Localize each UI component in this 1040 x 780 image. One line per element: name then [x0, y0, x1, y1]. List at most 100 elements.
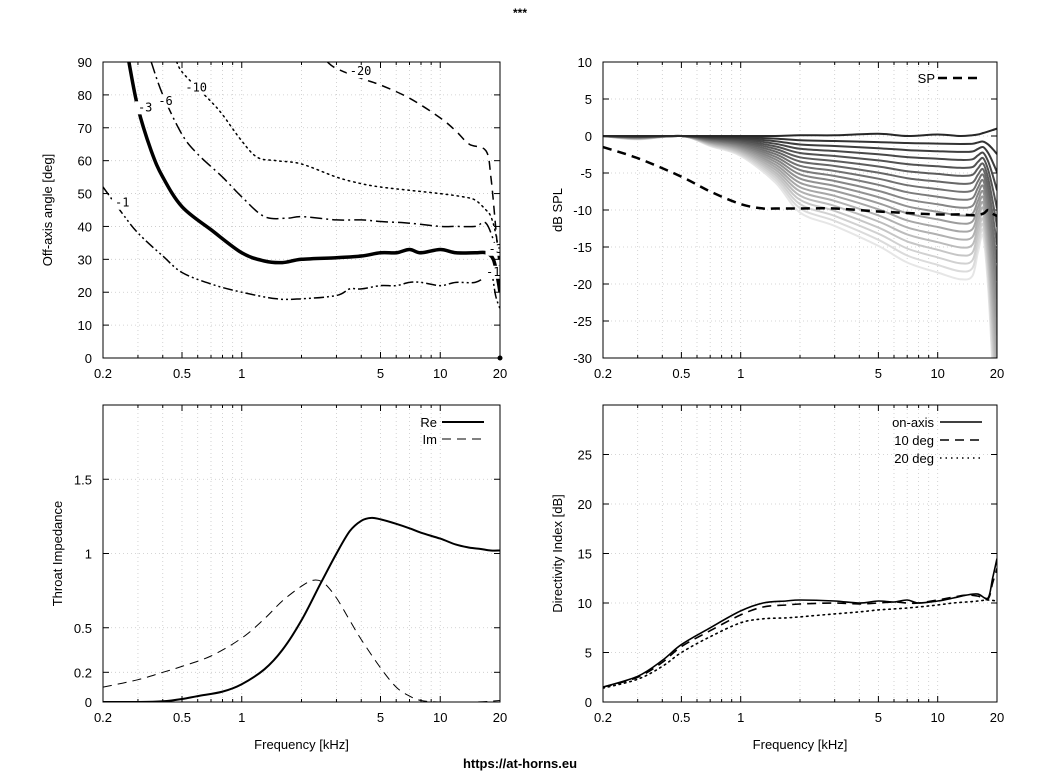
y-axis-label: Off-axis angle [deg]	[40, 154, 55, 267]
series-line-SP	[603, 145, 997, 218]
y-tick-label: 5	[585, 646, 592, 661]
contour-label-bg	[482, 265, 500, 279]
y-tick-label: 0	[85, 351, 92, 366]
contour-label-bg	[346, 65, 374, 79]
polar-response-plot: 0.2 0.5 1 5 10 20 -30 -25 -20 -15 -10 -5 0 5 10 dB SPL S…	[550, 55, 1004, 381]
plot-frame	[102, 404, 501, 703]
contour-label-bg	[112, 196, 132, 210]
y-axis-label: Directivity Index [dB]	[550, 494, 565, 613]
legend: on-axis 10 deg 20 deg	[892, 415, 982, 466]
contour-label: -6	[158, 94, 172, 108]
contour-label-bg	[155, 94, 175, 108]
grid	[603, 405, 997, 702]
polar-curve	[603, 134, 997, 358]
y-tick-label: 90	[78, 55, 92, 70]
series-line--10	[175, 62, 500, 261]
y-tick-label: 5	[585, 92, 592, 107]
contour-label: -10	[185, 81, 207, 95]
y-tick-label: 20	[78, 285, 92, 300]
x-tick-label: 20	[493, 366, 507, 381]
x-tick-label: 5	[377, 366, 384, 381]
x-tick-label: 10	[930, 710, 944, 725]
y-tick-label: 1	[85, 547, 92, 562]
x-tick-label: 0.5	[173, 366, 191, 381]
x-tick-label: 0.5	[173, 710, 191, 725]
x-tick-label: 1	[737, 710, 744, 725]
x-axis-label: Frequency [kHz]	[753, 737, 848, 752]
y-tick-label: 40	[78, 219, 92, 234]
x-tick-label: 1	[737, 366, 744, 381]
plot-area	[103, 516, 500, 702]
y-axis-label: dB SPL	[550, 188, 565, 232]
plot-frame	[102, 61, 501, 359]
series-line--6	[150, 62, 500, 260]
x-tick-label: 0.2	[94, 710, 112, 725]
y-tick-label: -25	[573, 314, 592, 329]
y-tick-label: 0	[585, 129, 592, 144]
x-tick-label: 10	[433, 710, 447, 725]
x-tick-label: 0.2	[594, 710, 612, 725]
x-tick-label: 0.2	[594, 366, 612, 381]
contour-label: -1	[115, 196, 129, 210]
y-axis-label: Throat Impedance	[50, 501, 65, 607]
grid	[103, 62, 500, 358]
y-tick-label: -15	[573, 240, 592, 255]
series-line--1	[103, 186, 500, 309]
x-tick-label: 0.5	[672, 710, 690, 725]
y-tick-label: 15	[578, 547, 592, 562]
y-tick-label: 10	[578, 596, 592, 611]
x-tick-label: 0.2	[94, 366, 112, 381]
contour-label: -3	[138, 100, 152, 114]
y-tick-label: -10	[573, 203, 592, 218]
x-tick-label: 20	[990, 710, 1004, 725]
x-tick-label: 0.5	[672, 366, 690, 381]
plot-area: -1 -3 -6 -10 -20 -3 -1	[103, 62, 500, 309]
legend-label: 10 deg	[894, 433, 934, 448]
x-tick-label: 20	[990, 366, 1004, 381]
y-tick-label: 30	[78, 252, 92, 267]
polar-curve	[603, 127, 997, 138]
x-tick-label: 5	[377, 710, 384, 725]
y-tick-label: 50	[78, 187, 92, 202]
contour-label: -1	[486, 265, 500, 279]
y-tick-label: 70	[78, 121, 92, 136]
legend-label: SP	[918, 71, 935, 86]
contour-plot: 0.2 0.5 1 5 10 20 0 10 20 30 40 50 60 70 80 90 Off-axis …	[40, 55, 507, 381]
y-tick-label: -5	[580, 166, 592, 181]
legend-label: Im	[423, 432, 437, 447]
legend-label: 20 deg	[894, 451, 934, 466]
y-tick-label: 25	[578, 448, 592, 463]
x-axis-label: Frequency [kHz]	[254, 737, 349, 752]
grid	[103, 405, 500, 702]
legend-label: Re	[420, 415, 437, 430]
series-line--20	[326, 62, 500, 276]
y-tick-label: 10	[78, 318, 92, 333]
series-line-Re	[103, 516, 500, 702]
y-tick-label: 10	[578, 55, 592, 70]
figure-title: ***	[513, 6, 527, 20]
contour-label: -20	[350, 64, 372, 78]
y-tick-label: 0.5	[74, 621, 92, 636]
contour-label-bg	[182, 81, 209, 95]
y-tick-label: 1.5	[74, 472, 92, 487]
plot-area	[603, 558, 997, 689]
legend-label: on-axis	[892, 415, 934, 430]
legend: Re Im	[420, 415, 484, 447]
series-line--3	[127, 62, 500, 293]
plot-area	[603, 127, 997, 358]
y-tick-label: 60	[78, 154, 92, 169]
y-tick-label: -30	[573, 351, 592, 366]
x-tick-label: 5	[875, 710, 882, 725]
plot-frame	[602, 404, 998, 703]
y-tick-label: 80	[78, 88, 92, 103]
x-tick-label: 5	[875, 366, 882, 381]
plot-frame	[602, 61, 998, 359]
footer-url[interactable]: https://at-horns.eu	[463, 756, 577, 771]
y-tick-label: -20	[573, 277, 592, 292]
series-line-10-deg	[603, 568, 997, 688]
grid	[603, 62, 997, 358]
x-tick-label: 1	[238, 710, 245, 725]
